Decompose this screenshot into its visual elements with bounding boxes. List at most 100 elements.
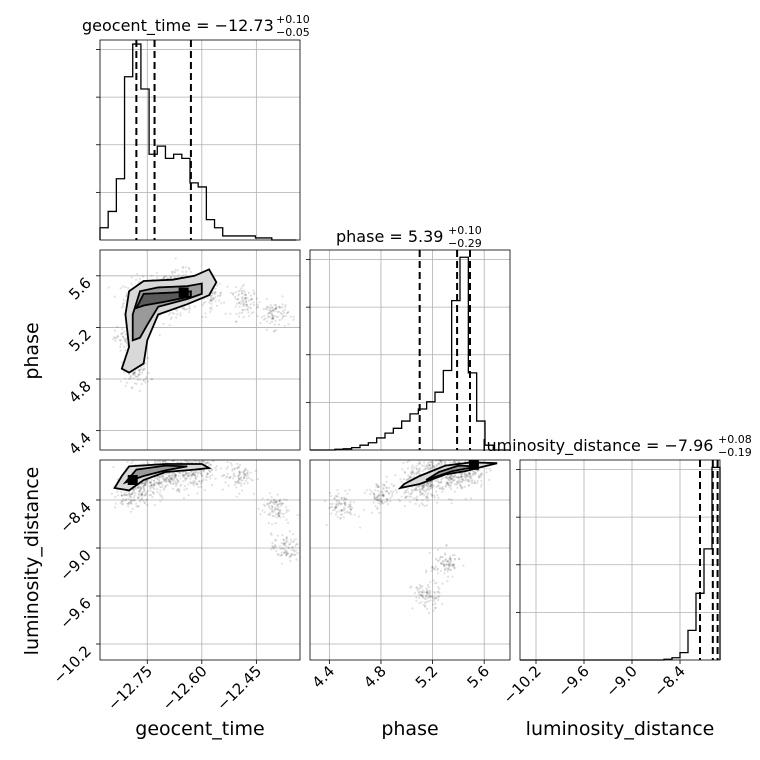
scatter-point [130,492,134,495]
scatter-point [210,302,213,305]
scatter-point [453,557,457,560]
scatter-point [159,489,162,492]
scatter-point [444,453,446,455]
scatter-point [434,460,438,462]
scatter-point [242,299,245,302]
scatter-point [265,503,269,506]
scatter-point [290,541,293,544]
scatter-point [472,481,475,484]
scatter-point [270,318,274,321]
scatter-point [278,515,281,518]
scatter-point [184,479,187,482]
scatter-point [107,286,110,289]
scatter-point [256,297,259,300]
scatter-point [120,500,123,503]
scatter-point [130,282,133,285]
scatter-point [179,477,182,480]
scatter-point [169,317,172,321]
scatter-point [201,315,204,318]
scatter-point [294,549,298,552]
scatter-point [184,474,187,477]
scatter-point [386,500,389,503]
scatter-point [273,499,276,502]
scatter-point [268,513,272,516]
scatter-point [172,482,175,485]
scatter-point [270,510,274,514]
scatter-point [250,298,253,301]
scatter-point [192,482,195,485]
scatter-point [160,494,163,498]
scatter-point [427,485,430,488]
scatter-point [132,377,135,380]
scatter-point [138,453,140,455]
scatter-point [183,488,186,491]
scatter-point [265,297,269,300]
contour-line [131,282,203,342]
scatter-point [253,291,256,295]
scatter-point [279,502,282,505]
scatter-point [268,311,272,314]
scatter-point [425,483,428,486]
scatter-point [256,306,260,309]
scatter-point [279,509,282,512]
scatter-point [138,492,141,496]
scatter-point [164,478,167,481]
scatter-point [232,293,235,296]
scatter-point [415,489,418,492]
scatter-point [470,482,474,485]
scatter-point [449,560,452,563]
scatter-point [281,534,284,537]
scatter-point [480,474,483,477]
scatter-point [226,461,229,464]
scatter-point [169,311,172,314]
scatter-point [417,462,420,466]
scatter-point [430,483,433,486]
scatter-point [431,565,434,569]
scatter-point [451,474,454,477]
scatter-point [144,381,147,384]
scatter-point [172,482,175,486]
scatter-point [415,488,418,491]
scatter-point [458,461,461,464]
scatter-point [131,460,134,463]
scatter-point [408,477,411,480]
scatter-point [219,291,223,294]
scatter-point [175,309,178,312]
scatter-point [427,461,431,464]
scatter-point [163,478,166,481]
scatter-point [372,501,375,504]
x-tick-label: 4.4 [309,662,339,692]
scatter-point [140,366,143,369]
scatter-point [437,462,440,466]
scatter-point [285,551,288,554]
scatter-point [211,297,215,300]
scatter-point [119,339,122,342]
scatter-point [210,468,214,471]
scatter-point [244,296,247,299]
scatter-point [375,483,378,486]
scatter-point [119,501,122,504]
scatter-point [273,544,276,548]
scatter-point [454,566,457,569]
scatter-point [419,488,422,491]
scatter-point [199,452,201,454]
scatter-point [147,489,150,493]
scatter-point [238,492,241,495]
scatter-point [144,484,147,487]
scatter-point [421,487,424,491]
scatter-point [144,492,148,495]
scatter-point [183,484,186,488]
panel-frame [99,459,301,661]
x-tick-label: −9.0 [602,662,640,700]
scatter-point [122,494,126,497]
scatter-point [391,494,394,498]
histogram-step-geocent_time [99,43,297,241]
scatter-point [223,301,226,304]
title-phase-sup: +0.10 [448,224,482,237]
scatter-point [124,337,127,341]
scatter-point [284,315,287,318]
scatter-point [459,484,463,488]
scatter-point [392,485,395,488]
scatter-point [138,369,141,373]
scatter-point [277,315,280,318]
